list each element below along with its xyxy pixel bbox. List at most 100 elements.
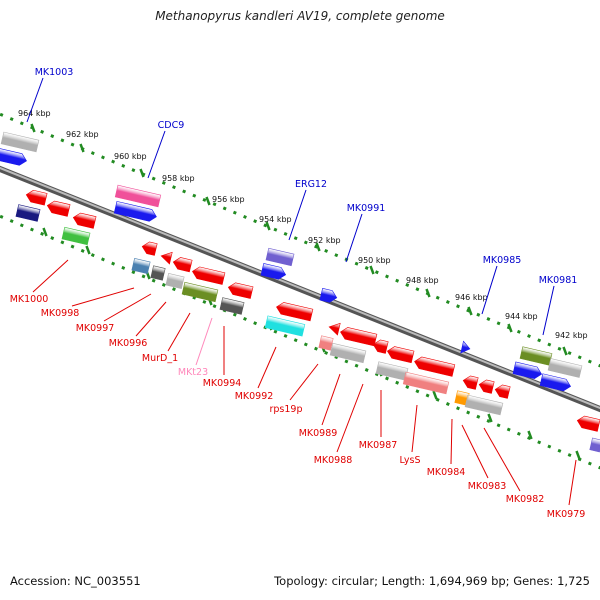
- reverse-label-mk0998-leader: [71, 287, 135, 307]
- ruler-label: 962 kbp: [66, 130, 99, 139]
- gene-block-15: [15, 204, 41, 222]
- gene-block-5: [260, 263, 287, 280]
- reverse-label-mk1000-leader: [32, 259, 69, 293]
- gene-block-1: [0, 146, 27, 166]
- reverse-label-mk0994: MK0994: [203, 378, 242, 389]
- forward-label-mk0985: MK0985: [483, 255, 522, 266]
- ruler-tick-0: [30, 123, 36, 133]
- reverse-label-mk0979: MK0979: [547, 509, 586, 520]
- ruler-tick-8: [467, 306, 473, 316]
- gene-block-37: [402, 371, 450, 395]
- ruler-tick-6: [369, 265, 375, 275]
- reverse-label-mk0997: MK0997: [76, 323, 115, 334]
- ruler-label: 948 kbp: [406, 276, 439, 285]
- ruler-tick-1: [79, 143, 85, 153]
- gene-block-10: [512, 361, 543, 379]
- ruler-inner-tick-8: [487, 413, 493, 423]
- gene-block-29: [328, 322, 341, 336]
- gene-block-4: [265, 247, 295, 267]
- ruler-tick-10: [562, 346, 568, 356]
- ruler-inner-tick-7: [432, 390, 438, 400]
- ruler-tick-5: [315, 242, 321, 252]
- ruler-tick-9: [507, 323, 513, 333]
- gene-block-32: [329, 342, 367, 364]
- ruler-label: 952 kbp: [308, 236, 341, 245]
- ruler-inner-tick-1: [85, 245, 91, 255]
- gene-block-2: [114, 184, 162, 208]
- accession-text: Accession: NC_003551: [10, 574, 141, 588]
- reverse-label-mk0988: MK0988: [314, 455, 353, 466]
- gene-block-39: [478, 379, 495, 394]
- gene-block-14: [72, 212, 97, 229]
- reverse-label-mk0992: MK0992: [235, 391, 274, 402]
- reverse-label-mkt23: MKt23: [178, 367, 208, 378]
- reverse-label-mk0984: MK0984: [427, 467, 466, 478]
- gene-block-0: [0, 131, 40, 153]
- gene-block-3: [113, 201, 157, 222]
- gene-block-31: [318, 335, 334, 351]
- gene-block-25: [227, 282, 254, 299]
- gene-block-8: [519, 346, 553, 366]
- gene-block-33: [372, 339, 389, 354]
- ruler-inner-tick-10: [575, 450, 581, 460]
- gene-block-7: [460, 340, 471, 354]
- gene-block-9: [547, 358, 583, 378]
- reverse-label-mk0983-leader: [461, 424, 489, 479]
- ruler-label: 950 kbp: [358, 256, 391, 265]
- gene-block-43: [576, 415, 600, 432]
- gene-block-19: [172, 257, 193, 273]
- forward-label-mk0981: MK0981: [539, 275, 578, 286]
- ruler-inner-tick-9: [527, 430, 533, 440]
- gene-block-22: [150, 265, 166, 281]
- ruler-label: 964 kbp: [18, 109, 51, 118]
- gene-block-44: [589, 437, 600, 453]
- forward-label-mk1003-leader: [26, 77, 44, 123]
- gene-block-13: [46, 200, 71, 217]
- reverse-label-mkt23-leader: [195, 317, 213, 366]
- gene-block-11: [539, 373, 572, 392]
- reverse-label-mk0987: MK0987: [359, 440, 398, 451]
- reverse-label-mk0984-leader: [450, 418, 453, 465]
- reverse-label-mk0979-leader: [568, 459, 577, 506]
- gene-block-23: [165, 272, 185, 290]
- reverse-label-mk0983: MK0983: [468, 481, 507, 492]
- ruler-inner-tick-0: [42, 227, 48, 237]
- reverse-label-mk0989-leader: [321, 373, 341, 426]
- reverse-label-mk0982-leader: [483, 427, 521, 492]
- reverse-label-mk0997-leader: [103, 293, 152, 322]
- gene-block-34: [386, 346, 415, 364]
- forward-label-mk0985-leader: [481, 265, 498, 315]
- ruler-tick-3: [205, 196, 211, 206]
- gene-block-36: [375, 361, 409, 381]
- reverse-label-mk0982: MK0982: [506, 494, 545, 505]
- reverse-label-murd-1: MurD_1: [142, 353, 178, 364]
- forward-label-mk0991: MK0991: [347, 203, 386, 214]
- reverse-label-mk0992-leader: [257, 346, 277, 389]
- forward-label-erg12: ERG12: [295, 179, 327, 190]
- gene-block-30: [340, 327, 378, 347]
- forward-label-cdc9: CDC9: [158, 120, 185, 131]
- genome-backbone-highlight: [0, 166, 600, 410]
- reverse-label-mk0998: MK0998: [41, 308, 80, 319]
- gene-block-40: [494, 384, 511, 399]
- topology-text: Topology: circular; Length: 1,694,969 bp…: [274, 574, 590, 588]
- gene-block-27: [276, 302, 314, 322]
- ruler-tick-7: [425, 288, 431, 298]
- gene-block-6: [319, 287, 338, 303]
- reverse-label-mk0996-leader: [135, 301, 167, 337]
- ruler-label: 954 kbp: [259, 215, 292, 224]
- gene-block-28: [264, 315, 306, 337]
- forward-label-mk1003: MK1003: [35, 67, 74, 78]
- forward-label-mk0991-leader: [345, 213, 363, 263]
- reverse-label-mk1000: MK1000: [10, 294, 49, 305]
- reverse-label-rps19p: rps19p: [269, 404, 302, 415]
- gene-block-16: [61, 226, 91, 246]
- gene-block-12: [25, 189, 48, 206]
- reverse-label-lyss-leader: [411, 404, 418, 453]
- reverse-label-mk0989: MK0989: [299, 428, 338, 439]
- ruler-label: 960 kbp: [114, 152, 147, 161]
- forward-label-mk0981-leader: [542, 285, 555, 336]
- ruler-label: 946 kbp: [455, 293, 488, 302]
